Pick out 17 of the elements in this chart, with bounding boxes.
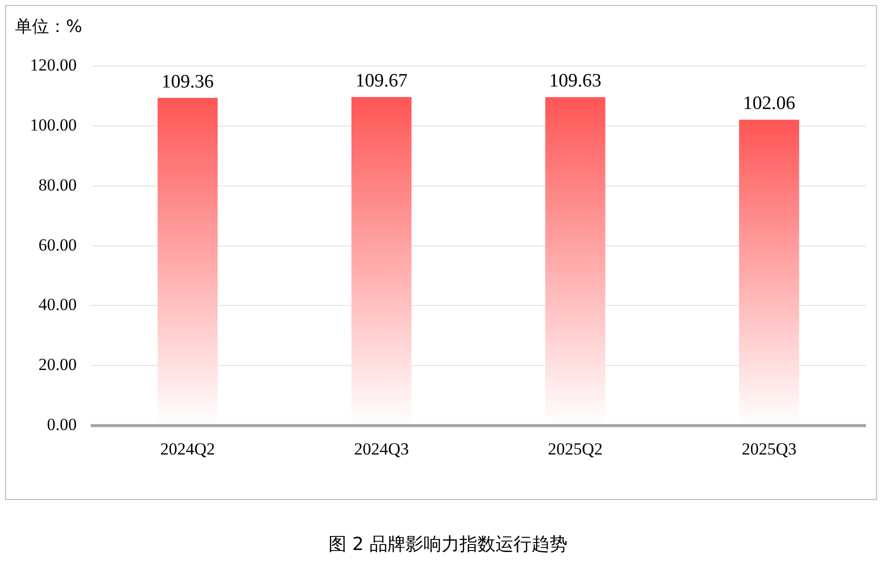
text: 图 2 品牌影响力指数运行趋势 [328, 533, 568, 556]
y-tick-label: 100.00 [30, 115, 77, 134]
y-tick-label: 60.00 [38, 235, 77, 254]
data-label: 109.36 [162, 71, 214, 92]
y-axis-title: 单位：% [15, 16, 82, 38]
x-tick-label: 2024Q2 [160, 439, 216, 458]
x-tick-label: 2025Q2 [548, 439, 603, 458]
y-tick-label: 20.00 [38, 355, 77, 374]
y-tick-label: 80.00 [38, 175, 77, 194]
data-label: 102.06 [742, 93, 796, 114]
y-tick-label: 0.00 [47, 415, 77, 434]
x-tick-label: 2024Q3 [354, 439, 409, 458]
data-label: 109.67 [355, 70, 408, 92]
x-tick-label: 2025Q3 [742, 439, 796, 458]
y-tick-label: 120.00 [30, 55, 77, 74]
data-label: 109.63 [549, 70, 602, 92]
y-tick-label: 40.00 [38, 295, 77, 314]
